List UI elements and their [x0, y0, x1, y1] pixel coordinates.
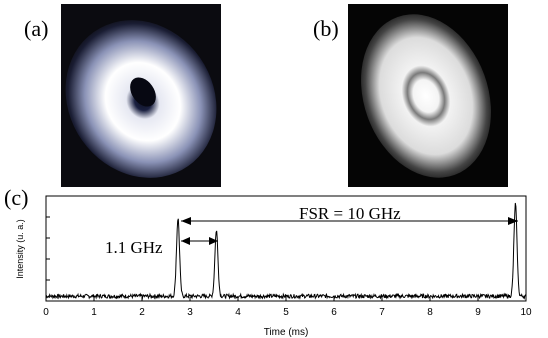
intensity-trace: [45, 202, 527, 300]
fsr-annotation: FSR = 10 GHz: [299, 204, 401, 223]
spacing-arrow: [181, 237, 218, 245]
panel-label-b: (b): [313, 16, 339, 41]
x-tick-label: 7: [379, 307, 385, 318]
fsr-arrow: [181, 217, 518, 225]
x-tick-label: 10: [520, 307, 532, 318]
bright-ring-beam-profile-image: [348, 4, 508, 187]
y-axis-label: Intensity (u. a.): [15, 219, 25, 279]
panel-label-a: (a): [24, 16, 49, 41]
x-axis-label: Time (ms): [264, 327, 309, 338]
x-tick-label: 5: [283, 307, 289, 318]
donut-beam-profile-image: [61, 4, 221, 187]
x-tick-label: 6: [331, 307, 337, 318]
x-axis-ticks: 0 1 2 3 4 5 6 7 8 9 10: [43, 297, 532, 318]
spacing-annotation: 1.1 GHz: [105, 238, 163, 257]
x-tick-label: 4: [235, 307, 241, 318]
y-axis-ticks: [46, 216, 50, 281]
x-tick-label: 2: [139, 307, 145, 318]
x-tick-label: 0: [43, 307, 49, 318]
panel-label-c: (c): [4, 185, 29, 210]
x-tick-label: 8: [427, 307, 433, 318]
x-tick-label: 3: [187, 307, 193, 318]
x-tick-label: 1: [91, 307, 97, 318]
x-tick-label: 9: [475, 307, 481, 318]
